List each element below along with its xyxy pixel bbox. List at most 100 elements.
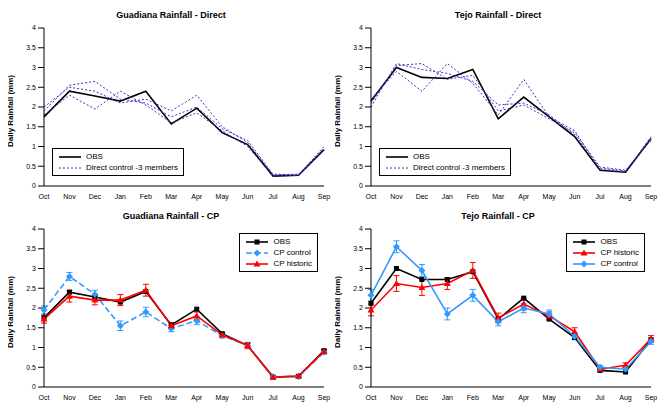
svg-text:4: 4 — [32, 24, 36, 31]
svg-text:4: 4 — [32, 225, 36, 232]
svg-text:3: 3 — [359, 64, 363, 71]
svg-text:0.5: 0.5 — [26, 364, 36, 371]
svg-text:2: 2 — [32, 304, 36, 311]
html-text:Guadiana Rainfall - CP: Guadiana Rainfall - CP — [122, 211, 220, 221]
html-text:Direct control -3 members: Direct control -3 members — [413, 163, 505, 172]
svg-text:Jun: Jun — [569, 193, 580, 200]
html-text:Direct control -3 members: Direct control -3 members — [86, 163, 178, 172]
svg-text:Daily Rainfall (mm): Daily Rainfall (mm) — [8, 75, 15, 147]
svg-text:May: May — [216, 394, 230, 402]
svg-text:3.5: 3.5 — [26, 245, 36, 252]
svg-text:Apr: Apr — [191, 193, 203, 201]
svg-text:Daily Rainfall (mm): Daily Rainfall (mm) — [335, 276, 342, 348]
svg-text:May: May — [543, 394, 557, 402]
svg-text:Aug: Aug — [292, 193, 305, 201]
svg-text:Feb: Feb — [467, 394, 479, 401]
svg-text:2: 2 — [32, 103, 36, 110]
svg-text:3: 3 — [359, 265, 363, 272]
svg-text:2: 2 — [359, 304, 363, 311]
svg-text:Oct: Oct — [366, 193, 377, 200]
svg-text:Daily Rainfall (mm): Daily Rainfall (mm) — [335, 75, 342, 147]
svg-text:Sep: Sep — [645, 193, 658, 201]
svg-text:Feb: Feb — [140, 193, 152, 200]
svg-text:May: May — [543, 193, 557, 201]
html-text:OBS: OBS — [273, 237, 291, 246]
svg-text:Mar: Mar — [165, 394, 178, 401]
svg-text:Sep: Sep — [318, 193, 331, 201]
svg-text:Mar: Mar — [492, 193, 505, 200]
svg-text:3.5: 3.5 — [353, 44, 363, 51]
svg-text:1: 1 — [359, 344, 363, 351]
svg-text:Aug: Aug — [619, 193, 632, 201]
svg-text:2.5: 2.5 — [353, 285, 363, 292]
html-text:OBS: OBS — [86, 152, 103, 161]
svg-text:0.5: 0.5 — [353, 163, 363, 170]
svg-text:Oct: Oct — [39, 193, 50, 200]
svg-text:Dec: Dec — [416, 193, 429, 200]
svg-text:Aug: Aug — [619, 394, 632, 402]
svg-text:2.5: 2.5 — [353, 84, 363, 91]
svg-text:Jan: Jan — [442, 394, 453, 401]
svg-text:Nov: Nov — [63, 193, 76, 200]
svg-text:Jan: Jan — [442, 193, 453, 200]
svg-text:Daily Rainfall (mm): Daily Rainfall (mm) — [8, 276, 15, 348]
svg-text:1.5: 1.5 — [353, 123, 363, 130]
svg-text:Dec: Dec — [89, 193, 102, 200]
html-text:Guadiana Rainfall - Direct: Guadiana Rainfall - Direct — [116, 10, 226, 20]
svg-text:Oct: Oct — [39, 394, 50, 401]
svg-text:Jul: Jul — [269, 394, 278, 401]
svg-text:2: 2 — [359, 103, 363, 110]
svg-text:Nov: Nov — [390, 394, 403, 401]
svg-text:3: 3 — [32, 64, 36, 71]
html-text:CP historic: CP historic — [273, 259, 312, 268]
svg-text:1.5: 1.5 — [26, 123, 36, 130]
svg-text:Jul: Jul — [596, 193, 605, 200]
html-text:OBS: OBS — [413, 152, 430, 161]
svg-text:2.5: 2.5 — [26, 285, 36, 292]
svg-text:Apr: Apr — [191, 394, 203, 402]
svg-text:Dec: Dec — [416, 394, 429, 401]
svg-text:Jan: Jan — [115, 193, 126, 200]
svg-text:Jul: Jul — [596, 394, 605, 401]
svg-text:4: 4 — [359, 24, 363, 31]
svg-text:Jul: Jul — [269, 193, 278, 200]
svg-text:Mar: Mar — [165, 193, 178, 200]
svg-text:Apr: Apr — [518, 193, 530, 201]
svg-text:Jun: Jun — [569, 394, 580, 401]
svg-text:0: 0 — [32, 383, 36, 390]
html-text:CP control: CP control — [273, 248, 311, 257]
svg-text:0: 0 — [359, 383, 363, 390]
svg-text:Oct: Oct — [366, 394, 377, 401]
svg-text:May: May — [216, 193, 230, 201]
svg-text:3.5: 3.5 — [26, 44, 36, 51]
svg-text:Nov: Nov — [63, 394, 76, 401]
svg-text:0: 0 — [32, 182, 36, 189]
svg-text:0: 0 — [359, 182, 363, 189]
svg-text:1.5: 1.5 — [26, 324, 36, 331]
html-text:Tejo Rainfall - CP: Tejo Rainfall - CP — [461, 211, 535, 221]
svg-text:Jun: Jun — [242, 193, 253, 200]
html-text:OBS: OBS — [600, 237, 618, 246]
svg-text:Nov: Nov — [390, 193, 403, 200]
svg-text:3: 3 — [32, 265, 36, 272]
svg-text:1.5: 1.5 — [353, 324, 363, 331]
svg-text:Mar: Mar — [492, 394, 505, 401]
svg-text:1: 1 — [359, 143, 363, 150]
svg-text:0.5: 0.5 — [353, 364, 363, 371]
svg-text:Jun: Jun — [242, 394, 253, 401]
svg-text:1: 1 — [32, 143, 36, 150]
svg-text:4: 4 — [359, 225, 363, 232]
svg-text:3.5: 3.5 — [353, 245, 363, 252]
svg-text:Sep: Sep — [318, 394, 331, 402]
svg-text:2.5: 2.5 — [26, 84, 36, 91]
svg-text:1: 1 — [32, 344, 36, 351]
svg-text:Jan: Jan — [115, 394, 126, 401]
svg-text:Sep: Sep — [645, 394, 658, 402]
svg-text:Dec: Dec — [89, 394, 102, 401]
svg-text:Feb: Feb — [140, 394, 152, 401]
svg-text:Aug: Aug — [292, 394, 305, 402]
svg-text:Feb: Feb — [467, 193, 479, 200]
svg-text:Apr: Apr — [518, 394, 530, 402]
svg-text:0.5: 0.5 — [26, 163, 36, 170]
html-text:Tejo Rainfall - Direct: Tejo Rainfall - Direct — [454, 10, 542, 20]
